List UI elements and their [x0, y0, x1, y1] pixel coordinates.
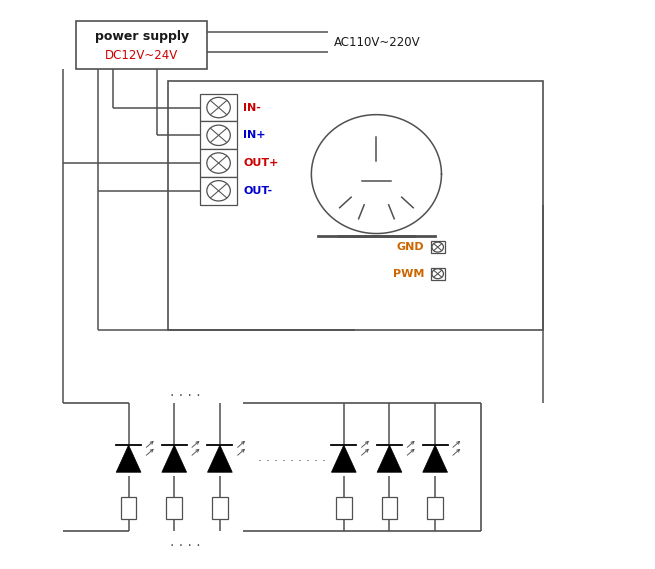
Bar	[336, 497, 352, 519]
Text: . . . .: . . . .	[170, 535, 200, 549]
Bar	[166, 497, 182, 519]
Bar	[200, 121, 237, 149]
Text: OUT+: OUT+	[244, 158, 279, 168]
Polygon shape	[116, 445, 141, 472]
Circle shape	[207, 125, 231, 146]
Text: . . . . . . . . .: . . . . . . . . .	[257, 451, 326, 464]
Polygon shape	[162, 445, 187, 472]
Circle shape	[207, 180, 231, 201]
Circle shape	[432, 269, 443, 279]
Text: IN+: IN+	[244, 130, 266, 141]
Bar	[121, 497, 136, 519]
Text: power supply: power supply	[94, 30, 189, 43]
Circle shape	[207, 97, 231, 118]
Bar	[382, 497, 398, 519]
Bar	[430, 241, 445, 253]
Text: AC110V~220V: AC110V~220V	[334, 36, 421, 48]
Text: GND: GND	[396, 242, 424, 252]
Bar	[212, 497, 228, 519]
Bar	[77, 21, 207, 69]
Text: OUT-: OUT-	[244, 186, 272, 196]
Text: . . . .: . . . .	[170, 385, 200, 399]
Circle shape	[432, 242, 443, 252]
Polygon shape	[331, 445, 356, 472]
Polygon shape	[377, 445, 402, 472]
Bar	[200, 177, 237, 205]
Bar	[200, 149, 237, 177]
Polygon shape	[422, 445, 447, 472]
Bar	[427, 497, 443, 519]
Text: PWM: PWM	[392, 269, 424, 279]
Bar	[200, 94, 237, 121]
Polygon shape	[208, 445, 233, 472]
Bar	[430, 267, 445, 280]
Text: DC12V~24V: DC12V~24V	[105, 50, 178, 63]
Text: IN-: IN-	[244, 102, 261, 113]
Circle shape	[207, 153, 231, 173]
Bar	[168, 81, 543, 330]
